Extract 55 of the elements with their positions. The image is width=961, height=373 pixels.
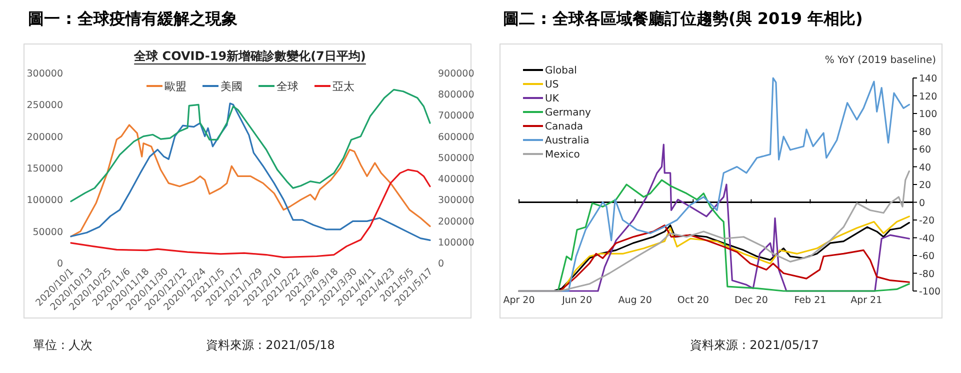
legend-label: US: [545, 80, 559, 90]
y2-tick-label: 400000: [438, 174, 474, 186]
legend-label: 歐盟: [164, 80, 186, 93]
y-axis-title: % YoY (2019 baseline): [824, 55, 936, 66]
y-tick-label: 250000: [26, 100, 63, 112]
y2-tick-label: 0: [438, 258, 444, 270]
x-tick-label: Oct 20: [677, 295, 709, 306]
y-tick-label: 80: [919, 126, 932, 138]
y-tick-label: -80: [919, 268, 935, 280]
y-tick-label: 120: [919, 91, 938, 102]
legend-label: 亞太: [332, 80, 354, 93]
y-tick-label: 0: [919, 198, 926, 209]
x-tick-label: Apr 20: [503, 295, 535, 306]
legend-label: 美國: [220, 80, 242, 93]
source-note: 資料來源 : 2021/05/17: [690, 338, 819, 352]
y-tick-label: 0: [56, 258, 63, 270]
source-note: 資料來源 : 2021/05/18: [206, 338, 335, 352]
y-tick-label: 140: [919, 74, 938, 84]
y2-tick-label: 900000: [438, 68, 474, 80]
y2-tick-label: 800000: [438, 90, 474, 101]
legend-label: Canada: [545, 122, 584, 132]
y-tick-label: 50000: [32, 226, 63, 238]
y-tick-label: 40: [919, 162, 932, 174]
y-tick-label: 150000: [26, 164, 63, 174]
x-tick-label: Aug 20: [618, 295, 652, 306]
y-tick-label: -100: [919, 286, 941, 298]
legend-label: Global: [545, 66, 577, 76]
legend-label: UK: [545, 94, 560, 104]
y-tick-label: -40: [919, 233, 935, 244]
x-tick-label: Dec 20: [734, 295, 768, 306]
x-tick-label: Feb 21: [794, 295, 826, 306]
y2-tick-label: 300000: [438, 195, 474, 206]
legend-label: 全球: [276, 80, 298, 93]
y2-tick-label: 500000: [438, 152, 474, 164]
y-tick-label: -60: [919, 251, 935, 262]
y-tick-label: 200000: [26, 132, 63, 143]
legend-label: Mexico: [545, 150, 580, 160]
y-tick-label: 60: [919, 144, 932, 156]
y-tick-label: -20: [919, 216, 935, 226]
y2-tick-label: 600000: [438, 132, 474, 143]
y-tick-label: 300000: [26, 68, 63, 80]
x-tick-label: Jun 20: [561, 295, 592, 306]
chart-title: 圖二 : 全球各區域餐廳訂位趨勢(與 2019 年相比): [503, 9, 863, 28]
y2-tick-label: 700000: [438, 110, 474, 122]
y2-tick-label: 200000: [438, 216, 474, 228]
y-tick-label: 20: [919, 180, 932, 191]
legend-label: Germany: [545, 108, 592, 118]
chart-title: 圖一 : 全球疫情有緩解之現象: [28, 9, 238, 28]
x-tick-label: Apr 21: [850, 295, 882, 306]
legend-label: Australia: [545, 136, 590, 146]
y2-tick-label: 100000: [438, 237, 474, 248]
text: 單位 : 人次: [33, 338, 93, 352]
y-tick-label: 100: [919, 109, 938, 120]
chart-subtitle: 全球 COVID-19新增確診數變化(7日平均): [133, 49, 366, 63]
y-tick-label: 100000: [26, 195, 63, 206]
